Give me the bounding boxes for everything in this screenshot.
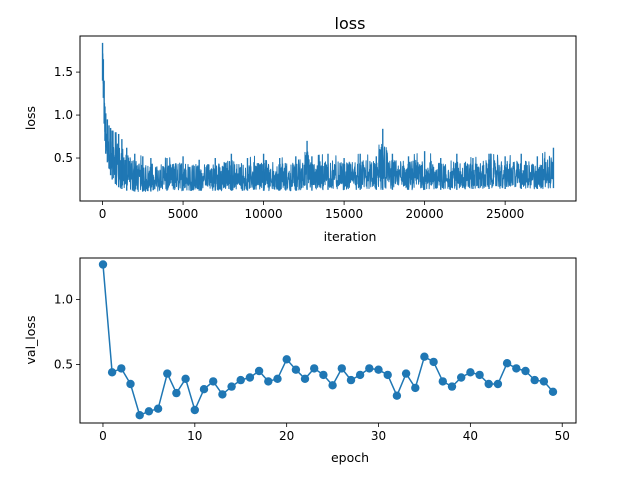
val-loss-point	[117, 364, 126, 373]
val-loss-point	[475, 370, 484, 380]
loss-x-tick-label: 20000	[406, 207, 444, 221]
val-loss-point	[392, 391, 402, 400]
loss-series-line	[101, 42, 555, 192]
val-loss-point	[190, 405, 199, 415]
val-loss-x-tick-label: 50	[555, 429, 570, 443]
val-loss-y-axis-label: val_loss	[23, 316, 38, 365]
val-loss-y-ticks: 0.5 1.0	[54, 293, 80, 372]
loss-x-ticks: 0 5000 10000 15000 20000 25000	[99, 201, 524, 221]
val-loss-point	[282, 355, 291, 364]
val-loss-point	[429, 357, 438, 367]
loss-x-axis-label: iteration	[324, 229, 377, 244]
loss-x-tick-label: 10000	[244, 207, 282, 221]
val-loss-point	[107, 368, 117, 377]
loss-y-tick-label: 0.5	[54, 151, 73, 165]
val-loss-point	[328, 381, 337, 390]
val-loss-point	[291, 365, 301, 374]
val-loss-point	[530, 375, 539, 385]
val-loss-point	[447, 382, 457, 391]
val-loss-point	[300, 374, 310, 383]
val-loss-point	[374, 365, 383, 374]
loss-x-tick-label: 15000	[325, 207, 363, 221]
val-loss-point	[199, 385, 209, 394]
val-loss-point	[227, 382, 236, 391]
val-loss-point	[153, 404, 163, 413]
val-loss-point	[209, 377, 218, 386]
val-loss-series-line	[102, 264, 554, 417]
val-loss-point	[218, 390, 227, 399]
loss-chart-title: loss	[335, 14, 366, 33]
val-loss-point	[163, 369, 172, 378]
val-loss-point	[346, 375, 356, 385]
val-loss-point	[172, 388, 181, 398]
val-loss-y-tick-label: 1.0	[54, 293, 73, 307]
val-loss-point	[512, 364, 521, 373]
loss-x-tick-label: 5000	[168, 207, 199, 221]
val-loss-x-tick-label: 40	[463, 429, 478, 443]
val-loss-point	[457, 373, 466, 382]
val-loss-point	[245, 373, 255, 382]
val-loss-point	[466, 368, 475, 377]
loss-subplot: 0 5000 10000 15000 20000 25000 0.5 1.0 1.5 loss…	[23, 14, 577, 244]
val-loss-point	[273, 374, 282, 383]
val-loss-point	[355, 370, 365, 380]
loss-y-tick-label: 1.5	[54, 65, 73, 79]
val-loss-point	[236, 375, 245, 385]
val-loss-point	[319, 370, 328, 380]
val-loss-point	[254, 366, 264, 376]
val-loss-point	[181, 374, 190, 383]
val-loss-point	[521, 366, 530, 376]
val-loss-x-tick-label: 0	[99, 429, 107, 443]
val-loss-point	[502, 359, 512, 368]
val-loss-point	[264, 377, 273, 386]
val-loss-point	[144, 407, 154, 416]
val-loss-y-tick-label: 0.5	[54, 358, 73, 372]
loss-y-axis-label: loss	[23, 106, 38, 130]
loss-y-ticks: 0.5 1.0 1.5	[54, 65, 80, 165]
val-loss-x-tick-label: 30	[371, 429, 386, 443]
val-loss-point	[365, 364, 374, 373]
val-loss-point	[484, 379, 493, 389]
loss-x-tick-label: 0	[99, 207, 107, 221]
val-loss-point	[420, 352, 429, 361]
val-loss-point	[383, 370, 392, 380]
val-loss-point	[411, 383, 420, 393]
val-loss-point	[310, 364, 319, 373]
val-loss-subplot: 0 10 20 30 40 50 0.5 1.0 epoch val_loss	[23, 257, 577, 465]
val-loss-plot-frame	[79, 257, 577, 424]
val-loss-x-tick-label: 20	[279, 429, 294, 443]
val-loss-point	[438, 377, 447, 386]
val-loss-point	[401, 369, 411, 378]
val-loss-x-ticks: 0 10 20 30 40 50	[99, 423, 570, 443]
val-loss-x-axis-label: epoch	[331, 450, 369, 465]
val-loss-point	[493, 379, 503, 389]
val-loss-point	[337, 364, 346, 373]
val-loss-point	[126, 379, 135, 389]
val-loss-point	[135, 411, 144, 420]
val-loss-point	[548, 387, 558, 396]
val-loss-point	[539, 377, 549, 386]
loss-y-tick-label: 1.0	[54, 108, 73, 122]
val-loss-series	[98, 260, 558, 420]
val-loss-point	[98, 260, 108, 269]
loss-x-tick-label: 25000	[486, 207, 524, 221]
loss-plot-frame	[79, 35, 577, 202]
val-loss-x-tick-label: 10	[187, 429, 202, 443]
